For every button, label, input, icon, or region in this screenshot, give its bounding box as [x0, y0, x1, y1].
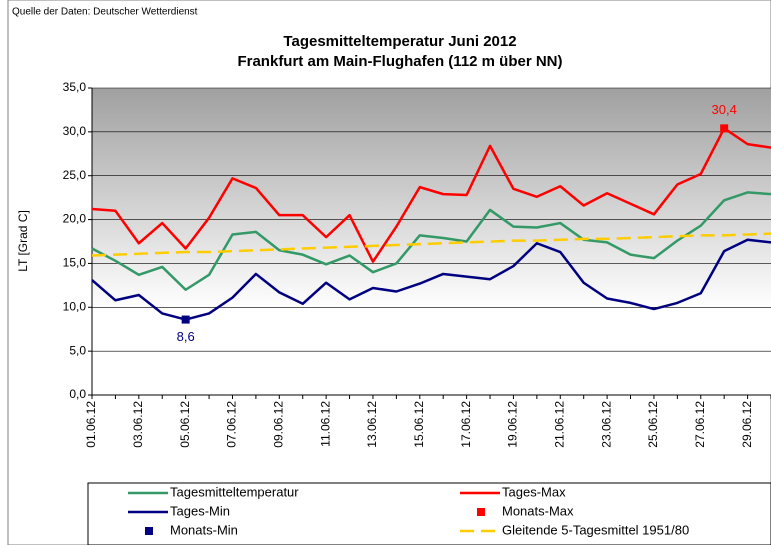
x-tick-label: 27.06.12 [693, 401, 707, 448]
x-tick-label: 29.06.12 [740, 401, 754, 448]
x-tick-label: 03.06.12 [131, 401, 145, 448]
plot-area [92, 88, 771, 395]
x-tick-label: 15.06.12 [412, 401, 426, 448]
legend-label: Tages-Min [170, 503, 230, 518]
x-tick-label: 07.06.12 [225, 401, 239, 448]
y-axis-label: LT [Grad C] [16, 210, 30, 272]
legend-label: Tagesmitteltemperatur [170, 484, 299, 499]
x-tick-label: 13.06.12 [365, 401, 379, 448]
y-tick-label: 5,0 [69, 343, 86, 357]
x-tick-label: 25.06.12 [646, 401, 660, 448]
legend-label: Monats-Max [502, 503, 574, 518]
legend-label: Gleitende 5-Tagesmittel 1951/80 [502, 522, 689, 537]
series-marker [181, 315, 190, 324]
x-tick-label: 23.06.12 [599, 401, 613, 448]
source: Quelle der Daten: Deutscher Wetterdienst [12, 7, 198, 18]
legend-label: Tages-Max [502, 484, 566, 499]
data-label: 8,6 [177, 329, 195, 344]
series-line [91, 191, 771, 291]
data-label: 30,4 [712, 102, 737, 117]
x-tick-label: 11.06.12 [318, 401, 332, 447]
y-tick-label: 20,0 [63, 212, 87, 226]
series-line [91, 127, 771, 263]
x-tick-label: 17.06.12 [459, 401, 473, 448]
y-tick-label: 35,0 [63, 80, 87, 94]
y-tick-label: 15,0 [63, 256, 87, 270]
chart-subtitle: Frankfurt am Main-Flughafen (112 m über … [237, 53, 562, 70]
x-tick-label: 21.06.12 [552, 401, 566, 448]
series-marker [720, 124, 729, 133]
legend-swatch [477, 508, 485, 516]
chart-title: Tagesmitteltemperatur Juni 2012 [283, 33, 516, 50]
x-tick-label: 01.06.12 [84, 401, 98, 448]
legend [87, 482, 771, 545]
y-tick-label: 10,0 [63, 299, 87, 313]
series-line [91, 232, 771, 257]
y-tick-label: 30,0 [63, 124, 87, 138]
x-tick-label: 19.06.12 [506, 401, 520, 448]
x-tick-label: 09.06.12 [271, 401, 285, 448]
series-line [91, 238, 771, 321]
x-tick-label: 05.06.12 [178, 401, 192, 448]
legend-swatch [145, 527, 153, 535]
y-tick-label: 0,0 [69, 387, 86, 401]
y-tick-label: 25,0 [63, 168, 87, 182]
legend-label: Monats-Min [170, 522, 238, 537]
